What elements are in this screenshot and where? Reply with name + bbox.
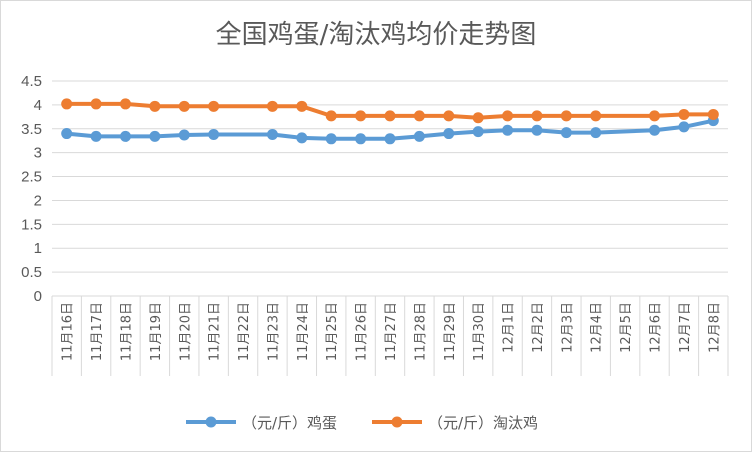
x-tick-label: 11月25日 [325, 302, 340, 361]
data-point [590, 110, 602, 122]
data-point [61, 128, 73, 140]
data-point [178, 129, 190, 141]
y-tick-label: 3.5 [21, 121, 42, 138]
y-tick-label: 2.5 [21, 169, 42, 186]
data-point [649, 110, 661, 122]
y-tick-label: 0.5 [21, 264, 42, 281]
data-point [560, 110, 572, 122]
y-tick-label: 4.5 [21, 73, 42, 90]
data-point [296, 132, 308, 144]
series-lines [61, 98, 719, 145]
data-point [560, 127, 572, 139]
data-point [649, 124, 661, 136]
data-point [531, 124, 543, 136]
legend-marker [205, 416, 217, 428]
x-tick-label: 11月23日 [266, 302, 281, 361]
data-point [119, 130, 131, 142]
data-point [296, 100, 308, 112]
data-point [502, 124, 514, 136]
data-point [678, 108, 690, 120]
data-point [266, 100, 278, 112]
x-tick-label: 12月6日 [649, 302, 664, 353]
data-point [502, 110, 514, 122]
data-point [208, 100, 220, 112]
data-point [384, 110, 396, 122]
x-tick-label: 12月8日 [707, 302, 722, 353]
data-point [443, 110, 455, 122]
data-point [443, 128, 455, 140]
y-axis: 0 0.5 1 1.5 2 2.5 3 3.5 4 4.5 [21, 73, 42, 305]
data-point [384, 133, 396, 145]
data-point [413, 130, 425, 142]
data-point [325, 110, 337, 122]
data-point [149, 130, 161, 142]
x-tick-label: 11月29日 [443, 302, 458, 361]
gridlines [51, 80, 729, 376]
data-point [472, 126, 484, 138]
y-tick-label: 4 [34, 97, 42, 114]
legend: （元/斤）鸡蛋 （元/斤）淘汰鸡 [186, 414, 538, 432]
data-point [325, 133, 337, 145]
data-point [90, 130, 102, 142]
x-tick-label: 11月27日 [384, 302, 399, 361]
x-tick-label: 11月20日 [178, 302, 193, 361]
y-tick-label: 1.5 [21, 216, 42, 233]
data-point [590, 127, 602, 139]
x-tick-label: 11月19日 [149, 302, 164, 361]
y-tick-label: 2 [34, 192, 42, 209]
chart-title: 全国鸡蛋/淘汰鸡均价走势图 [215, 20, 537, 50]
x-tick-label: 11月17日 [90, 302, 105, 361]
data-point [149, 100, 161, 112]
data-point [355, 110, 367, 122]
x-tick-label: 11月21日 [208, 302, 223, 361]
data-point [355, 133, 367, 145]
data-point [531, 110, 543, 122]
legend-label: （元/斤）淘汰鸡 [428, 414, 538, 432]
x-tick-label: 11月30日 [472, 302, 487, 361]
data-point [707, 108, 719, 120]
data-point [266, 129, 278, 141]
data-point [178, 100, 190, 112]
data-point [208, 129, 220, 141]
x-tick-label: 12月4日 [590, 302, 605, 353]
x-tick-label: 11月24日 [296, 302, 311, 361]
data-point [413, 110, 425, 122]
x-tick-label: 12月3日 [560, 302, 575, 353]
x-tick-label: 11月22日 [237, 302, 252, 361]
x-tick-label: 11月28日 [413, 302, 428, 361]
x-axis: 11月16日 11月17日 11月18日 11月19日 11月20日 11月21日 11月2… [61, 302, 723, 361]
x-tick-label: 11月26日 [355, 302, 370, 361]
x-tick-label: 12月1日 [502, 302, 517, 353]
x-tick-label: 11月18日 [119, 302, 134, 361]
data-point [61, 98, 73, 110]
data-point [119, 98, 131, 110]
x-tick-label: 11月16日 [61, 302, 76, 361]
y-tick-label: 3 [34, 145, 42, 162]
data-point [472, 112, 484, 124]
y-tick-label: 0 [34, 288, 42, 305]
y-tick-label: 1 [34, 240, 42, 257]
x-tick-label: 12月7日 [678, 302, 693, 353]
legend-marker [391, 416, 403, 428]
data-point [90, 98, 102, 110]
x-tick-label: 12月2日 [531, 302, 546, 353]
legend-label: （元/斤）鸡蛋 [242, 414, 337, 432]
data-point [678, 121, 690, 133]
x-tick-label: 12月5日 [619, 302, 634, 353]
